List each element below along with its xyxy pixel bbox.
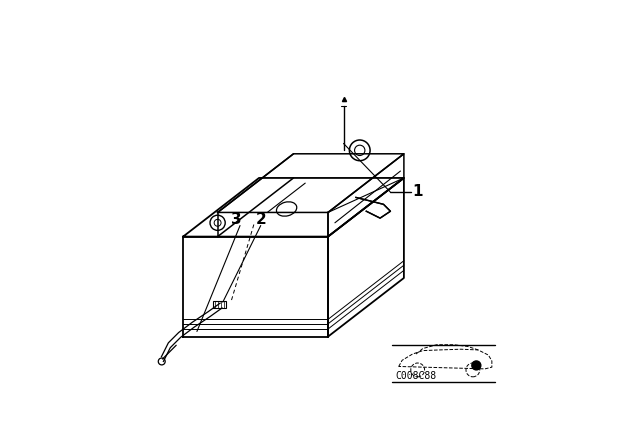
Bar [213, 302, 225, 308]
Polygon shape [356, 198, 390, 218]
Text: 3: 3 [231, 212, 242, 227]
Text: 2: 2 [255, 212, 266, 227]
Text: C008C88: C008C88 [396, 371, 436, 381]
Text: 1: 1 [413, 184, 423, 199]
Circle shape [472, 361, 481, 370]
